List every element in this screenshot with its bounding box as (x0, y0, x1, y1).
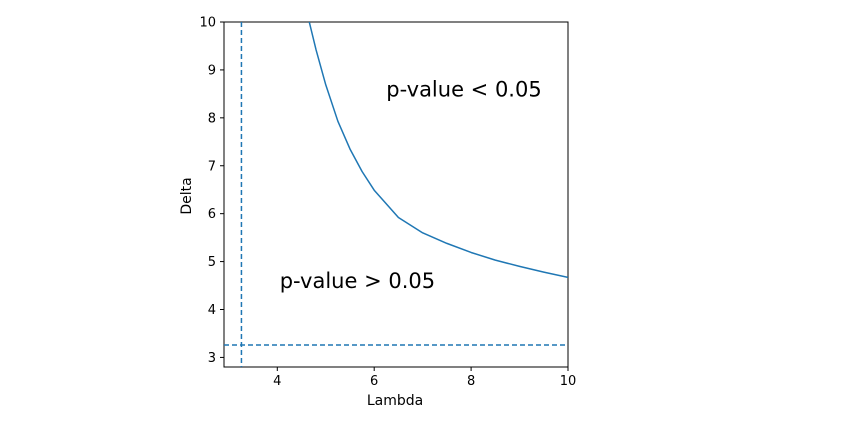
annotation-0: p-value < 0.05 (386, 77, 541, 101)
y-axis-ticks: 3 4 5 6 7 8 9 10 (199, 16, 224, 366)
axes-frame (223, 21, 569, 368)
y-tick-label-10: 10 (199, 16, 216, 31)
x-tick-label-10: 10 (560, 374, 577, 389)
series-line-0 (308, 22, 568, 279)
y-tick-label-4: 4 (208, 303, 216, 318)
y-tick-label-9: 9 (208, 63, 216, 78)
y-tick-label-5: 5 (208, 255, 216, 270)
series-group (308, 22, 568, 279)
x-axis-label: Lambda (367, 393, 423, 409)
y-tick-label-6: 6 (208, 207, 216, 222)
x-axis-ticks: 4 6 8 10 (273, 367, 576, 389)
y-axis-label: Delta (179, 177, 195, 214)
reference-lines (224, 22, 568, 367)
x-tick-label-6: 6 (370, 374, 378, 389)
annotations: p-value < 0.05 p-value > 0.05 (280, 77, 542, 293)
annotation-1: p-value > 0.05 (280, 269, 435, 293)
y-tick-label-3: 3 (208, 351, 216, 366)
y-tick-label-8: 8 (208, 111, 216, 126)
x-tick-label-8: 8 (467, 374, 475, 389)
y-tick-label-7: 7 (208, 159, 216, 174)
plot-area (223, 21, 569, 368)
x-tick-label-4: 4 (273, 374, 281, 389)
